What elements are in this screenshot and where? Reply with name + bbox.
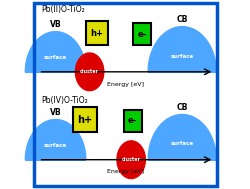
Text: VB: VB xyxy=(50,108,61,117)
Text: Energy [eV]: Energy [eV] xyxy=(106,82,144,87)
Bar xyxy=(72,107,97,132)
Text: cluster: cluster xyxy=(80,69,99,74)
Polygon shape xyxy=(148,115,215,160)
Text: Energy [eV]: Energy [eV] xyxy=(106,170,144,174)
Text: e-: e- xyxy=(137,29,146,39)
Text: Pb(II)O-TiO₂: Pb(II)O-TiO₂ xyxy=(41,5,85,14)
Text: h+: h+ xyxy=(77,115,92,125)
Text: CB: CB xyxy=(176,15,187,24)
Text: VB: VB xyxy=(50,20,61,29)
Bar xyxy=(86,21,107,45)
Bar xyxy=(132,23,150,45)
Text: e-: e- xyxy=(128,116,137,125)
Polygon shape xyxy=(148,27,215,72)
Text: surface: surface xyxy=(170,53,193,59)
Polygon shape xyxy=(25,120,86,160)
Polygon shape xyxy=(25,32,86,72)
Text: surface: surface xyxy=(44,55,67,60)
Text: h+: h+ xyxy=(90,29,103,38)
Text: surface: surface xyxy=(170,141,193,146)
Polygon shape xyxy=(116,141,145,179)
Bar xyxy=(123,110,141,132)
Text: Pb(IV)O-TiO₂: Pb(IV)O-TiO₂ xyxy=(41,96,88,105)
Polygon shape xyxy=(75,53,103,91)
Text: surface: surface xyxy=(44,143,67,148)
Text: cluster: cluster xyxy=(121,157,140,162)
Text: CB: CB xyxy=(176,103,187,112)
